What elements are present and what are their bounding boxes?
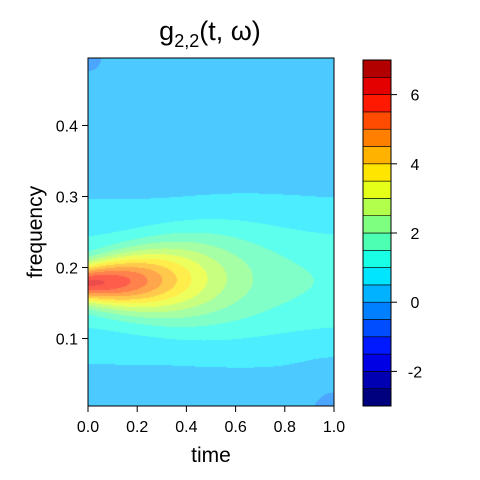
colorbar-tick-label: 4 bbox=[411, 157, 420, 174]
contour-fill-image bbox=[88, 58, 334, 406]
colorbar-tick-label: 6 bbox=[411, 88, 420, 105]
colorbar-swatch bbox=[362, 267, 392, 286]
x-tick-label: 1.0 bbox=[323, 419, 345, 436]
y-tick-label: 0.1 bbox=[56, 332, 78, 349]
colorbar-swatch bbox=[362, 371, 392, 389]
contour-fill-region bbox=[88, 58, 334, 406]
colorbar-swatch bbox=[362, 146, 392, 165]
colorbar-swatch bbox=[362, 250, 392, 268]
colorbar-swatch bbox=[362, 77, 392, 95]
y-axis: 0.1 0.2 0.3 0.4 bbox=[56, 118, 89, 349]
y-axis-label: frequency bbox=[24, 185, 47, 278]
chart-title: g2,2(t, ω) bbox=[159, 16, 261, 51]
x-axis-label: time bbox=[191, 444, 231, 467]
colorbar-swatch bbox=[362, 232, 392, 251]
colorbar-swatch bbox=[362, 215, 392, 234]
colorbar-swatch bbox=[362, 301, 392, 320]
chart-title-subscript: 2,2 bbox=[174, 31, 199, 51]
x-tick-label: 0.6 bbox=[224, 419, 246, 436]
colorbar-swatch bbox=[362, 94, 392, 113]
colorbar: -2 0 2 4 6 bbox=[362, 59, 422, 407]
colorbar-swatch bbox=[362, 128, 392, 147]
colorbar-swatch bbox=[362, 319, 392, 338]
colorbar-swatch bbox=[362, 163, 392, 182]
x-tick-label: 0.0 bbox=[77, 419, 99, 436]
colorbar-swatch bbox=[362, 59, 392, 78]
y-tick-label: 0.4 bbox=[56, 118, 78, 135]
x-tick-label: 0.8 bbox=[274, 419, 296, 436]
y-tick-label: 0.2 bbox=[56, 261, 78, 278]
x-axis: 0.0 0.2 0.4 0.6 0.8 1.0 bbox=[77, 405, 345, 436]
colorbar-tick-label: 0 bbox=[411, 295, 420, 312]
x-tick-label: 0.4 bbox=[175, 419, 197, 436]
colorbar-swatch bbox=[362, 284, 392, 303]
y-tick-label: 0.3 bbox=[56, 189, 78, 206]
colorbar-swatch bbox=[362, 198, 392, 216]
colorbar-tick-label: -2 bbox=[408, 364, 422, 381]
colorbar-tick-label: 2 bbox=[411, 226, 420, 243]
colorbar-swatch bbox=[362, 353, 392, 372]
colorbar-swatch bbox=[362, 388, 392, 407]
colorbar-swatch bbox=[362, 336, 392, 355]
colorbar-swatch bbox=[362, 180, 392, 199]
x-tick-label: 0.2 bbox=[126, 419, 148, 436]
colorbar-swatch bbox=[362, 111, 392, 130]
